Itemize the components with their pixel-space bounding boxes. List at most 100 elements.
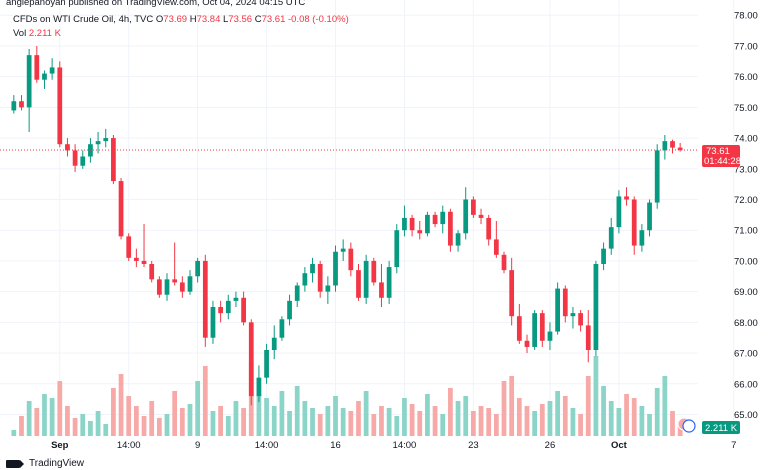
candle-body: [256, 377, 262, 397]
price-tick-label: 72.00: [734, 195, 758, 206]
candle-body: [134, 257, 139, 261]
volume-bar: [493, 414, 499, 436]
volume-bar: [509, 376, 515, 436]
candle-body: [547, 331, 553, 341]
brand-footer[interactable]: TradingView: [6, 458, 84, 469]
low-label: L: [223, 14, 229, 25]
candle-body: [225, 300, 231, 314]
volume-bar: [42, 394, 47, 436]
volume-bar: [57, 381, 63, 436]
price-tick-label: 66.00: [734, 379, 758, 390]
volume-bar: [333, 396, 338, 436]
volume-bar: [340, 408, 346, 436]
volume-bar: [233, 401, 239, 436]
candle-body: [616, 196, 622, 228]
price-tick-label: 77.00: [734, 41, 758, 52]
volume-bar: [440, 414, 446, 436]
candlesticks: [11, 45, 683, 406]
candle-body: [578, 313, 583, 326]
volume-bar: [11, 430, 17, 436]
candle-body: [279, 319, 285, 338]
volume-bar: [118, 374, 124, 436]
event-markers[interactable]: [677, 417, 696, 433]
candle-body: [241, 297, 246, 323]
low-value: 73.56: [228, 14, 253, 25]
price-axis[interactable]: 78.00 77.00 76.00 75.00 74.00 73.00 72.00 71.00…: [734, 11, 758, 421]
open-label: O: [155, 14, 164, 25]
time-tick-label: 16: [330, 440, 341, 451]
candle-body: [670, 141, 675, 148]
volume-bar: [402, 398, 407, 436]
volume-bar: [141, 416, 147, 436]
volume-bar: [371, 414, 377, 436]
volume-bar: [325, 406, 331, 436]
candle-body: [264, 350, 269, 378]
candle-body: [49, 67, 55, 74]
bar-countdown: 01:44:28: [704, 156, 741, 167]
candle-body: [371, 260, 377, 283]
price-tick-label: 75.00: [734, 103, 758, 114]
candle-body: [532, 313, 538, 347]
candle-body: [639, 230, 645, 246]
volume-bar: [524, 406, 530, 436]
volume-bar: [88, 421, 93, 436]
volume-label[interactable]: Vol: [13, 28, 27, 39]
candle-body: [310, 264, 315, 274]
candle-body: [394, 230, 400, 268]
volume-bar: [532, 411, 538, 436]
volume-bar: [455, 401, 461, 436]
candle-body: [425, 214, 430, 234]
candle-body: [233, 297, 239, 301]
volume-bar: [34, 408, 40, 436]
symbol-name[interactable]: CFDs on WTI Crude Oil, 4h, TVC: [13, 14, 154, 25]
candle-body: [486, 217, 492, 240]
tradingview-logo-icon: [6, 459, 24, 468]
volume-bar: [647, 414, 652, 436]
time-axis[interactable]: Sep 14:00 9 14:00 16 14:00 23 26 Oct 7: [51, 440, 736, 451]
volume-bar: [555, 391, 560, 436]
open-value: 73.69: [163, 14, 188, 25]
candle-body: [65, 144, 70, 151]
volume-bar: [432, 406, 438, 436]
time-tick-label: 14:00: [393, 440, 417, 451]
candle-body: [509, 270, 515, 317]
candle-body: [677, 147, 683, 151]
volume-bar: [363, 391, 369, 436]
candle-body: [287, 300, 292, 320]
event-marker-icon[interactable]: [682, 419, 696, 433]
volume-bar: [287, 411, 292, 436]
candle-body: [432, 214, 438, 225]
volume-bar: [26, 401, 32, 436]
volume-bar: [218, 406, 223, 436]
volume-bar: [187, 404, 193, 436]
grid-lines: [0, 0, 735, 436]
candle-body: [402, 217, 407, 231]
candle-body: [248, 322, 254, 397]
volume-bar: [547, 401, 553, 436]
volume-bar: [425, 394, 430, 436]
candle-body: [440, 211, 446, 225]
volume-bar: [65, 406, 70, 436]
volume-bar: [616, 408, 622, 436]
volume-bar: [279, 391, 285, 436]
volume-bar: [202, 366, 208, 436]
candle-body: [164, 279, 170, 295]
time-tick-label: Sep: [51, 440, 69, 451]
price-tick-label: 78.00: [734, 11, 758, 22]
volume-bar: [386, 408, 392, 436]
candle-body: [647, 202, 652, 231]
volume-bar: [463, 396, 469, 436]
candle-body: [662, 141, 668, 151]
candle-body: [118, 181, 124, 237]
symbol-legend: CFDs on WTI Crude Oil, 4h, TVC O73.69 H7…: [13, 14, 349, 25]
candle-body: [141, 260, 147, 264]
volume-bar: [149, 401, 155, 436]
candle-body: [42, 73, 47, 80]
candle-body: [501, 254, 507, 271]
candle-body: [302, 273, 308, 286]
last-price-badge: 73.61 01:44:28: [702, 145, 741, 168]
candle-body: [601, 248, 606, 264]
price-tick-label: 65.00: [734, 410, 758, 421]
candle-body: [202, 260, 208, 338]
